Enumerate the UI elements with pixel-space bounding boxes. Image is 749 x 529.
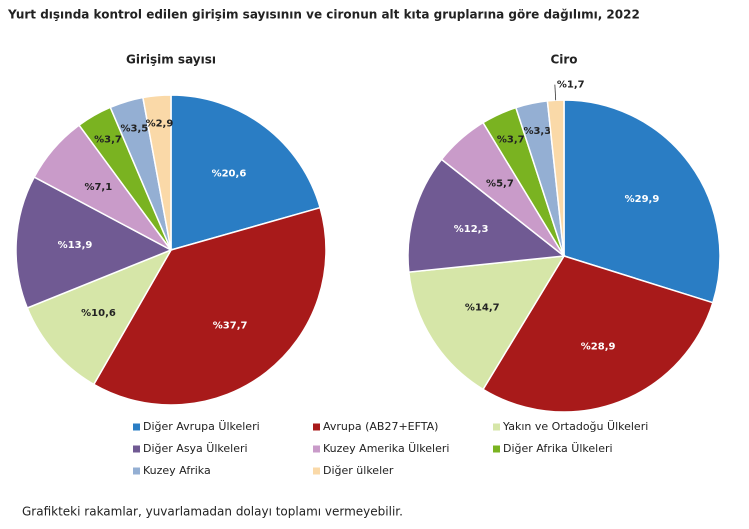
pie-slice bbox=[170, 94, 322, 251]
legend-label: Yakın ve Ortadoğu Ülkeleri bbox=[502, 420, 648, 433]
legend-label: Diğer Afrika Ülkeleri bbox=[503, 442, 613, 455]
legend-label: Diğer Avrupa Ülkeleri bbox=[143, 420, 260, 433]
legend-swatch bbox=[493, 423, 500, 431]
pie-slice bbox=[563, 99, 721, 304]
legend-swatch bbox=[133, 423, 140, 431]
pie-slice bbox=[26, 248, 173, 386]
pie-slice bbox=[15, 176, 173, 309]
legend-label: Diğer Asya Ülkeleri bbox=[143, 442, 248, 455]
legend-label: Kuzey Amerika Ülkeleri bbox=[323, 442, 449, 455]
legend-swatch bbox=[313, 423, 320, 431]
data-label: %5,7 bbox=[486, 179, 514, 190]
data-label: %37,7 bbox=[213, 321, 248, 332]
chart-subtitle: Ciro bbox=[550, 53, 577, 67]
page-title: Yurt dışında kontrol edilen girişim sayı… bbox=[7, 8, 640, 22]
legend-label: Avrupa (AB27+EFTA) bbox=[323, 420, 438, 433]
data-label: %1,7 bbox=[557, 80, 585, 91]
data-label: %14,7 bbox=[465, 303, 500, 314]
pie-slice bbox=[546, 99, 565, 257]
legend-label: Kuzey Afrika bbox=[143, 464, 211, 477]
data-label: %20,6 bbox=[212, 168, 247, 179]
data-label: %3,5 bbox=[121, 123, 149, 134]
pie-slice bbox=[142, 94, 172, 251]
data-label: %13,9 bbox=[58, 240, 93, 251]
pie-slice bbox=[92, 206, 327, 406]
leader-line bbox=[554, 84, 557, 101]
legend-swatch bbox=[313, 445, 320, 453]
legend-label: Diğer ülkeler bbox=[323, 464, 394, 477]
data-label: %10,6 bbox=[81, 308, 116, 319]
data-label: %7,1 bbox=[84, 182, 112, 193]
data-label: %29,9 bbox=[625, 194, 660, 205]
legend-swatch bbox=[133, 467, 140, 475]
data-label: %28,9 bbox=[581, 342, 616, 353]
data-label: %3,3 bbox=[523, 126, 551, 137]
data-label: %2,9 bbox=[146, 118, 174, 129]
data-label: %12,3 bbox=[454, 224, 489, 235]
legend-swatch bbox=[493, 445, 500, 453]
chart-subtitle: Girişim sayısı bbox=[126, 53, 216, 67]
pie-slice bbox=[407, 158, 566, 273]
footnote: Grafikteki rakamlar, yuvarlamadan dolayı… bbox=[22, 505, 403, 519]
legend-swatch bbox=[313, 467, 320, 475]
data-label: %3,7 bbox=[94, 135, 122, 146]
legend-swatch bbox=[133, 445, 140, 453]
pie-slice bbox=[408, 255, 566, 391]
data-label: %3,7 bbox=[497, 135, 525, 146]
